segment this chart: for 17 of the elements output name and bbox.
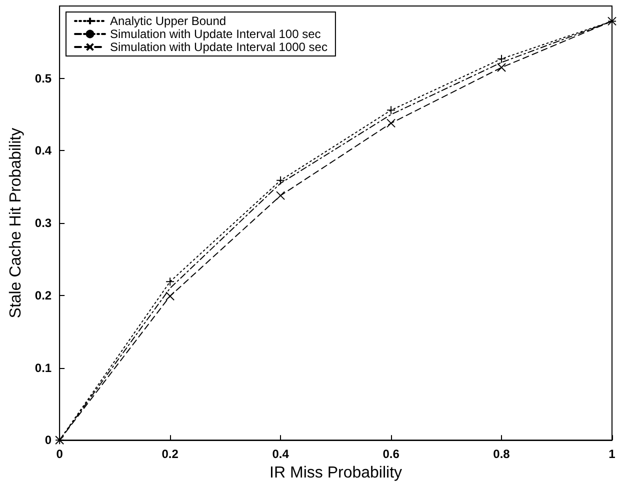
y-tick-label: 0.5 <box>34 71 52 86</box>
y-tick-label: 0.2 <box>34 288 52 302</box>
legend-label: Simulation with Update Interval 100 sec <box>110 27 321 41</box>
y-axis-title: Stale Cache Hit Probability <box>8 128 24 318</box>
legend-label: Simulation with Update Interval 1000 sec <box>110 40 328 54</box>
y-tick-label: 0.3 <box>34 216 52 230</box>
legend-label: Analytic Upper Bound <box>110 14 226 28</box>
x-tick-label: 0.8 <box>493 447 510 462</box>
x-axis-title: IR Miss Probability <box>270 464 402 482</box>
x-tick-label: 0 <box>56 447 64 462</box>
x-tick-label: 0.4 <box>272 447 290 462</box>
y-tick-label: 0 <box>44 433 52 448</box>
y-tick-label: 0.1 <box>34 360 52 375</box>
x-tick-label: 0.6 <box>382 447 400 462</box>
x-tick-label: 0.2 <box>162 447 179 462</box>
x-tick-label: 1 <box>608 447 616 462</box>
y-tick-label: 0.4 <box>34 144 52 158</box>
